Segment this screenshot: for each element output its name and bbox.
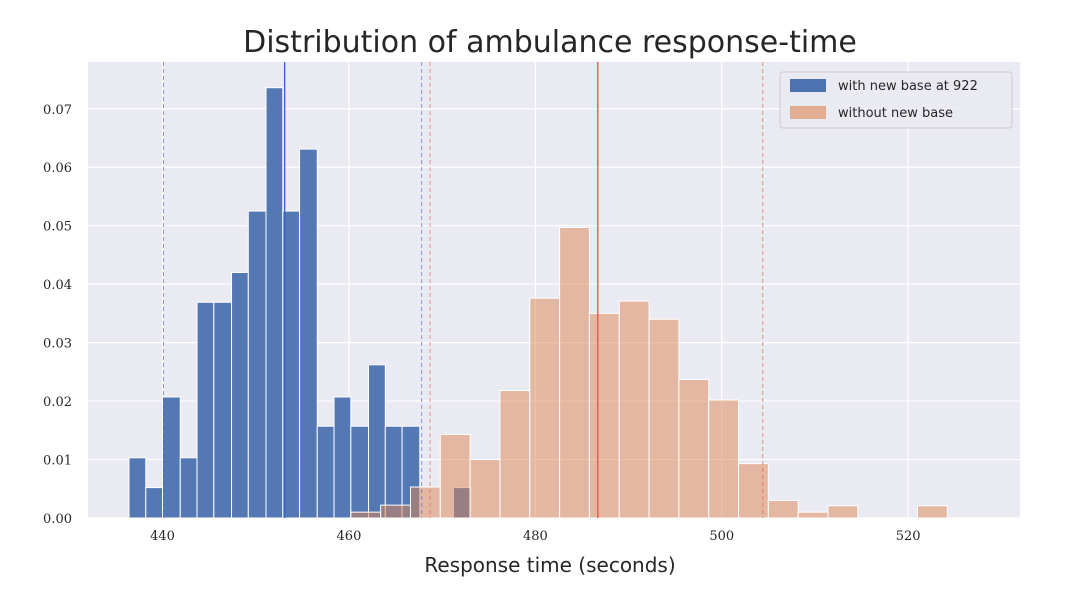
- histogram-bar: [618, 300, 650, 519]
- y-tick-label: 0.00: [43, 512, 72, 527]
- series-with-new-base: [128, 87, 472, 519]
- reference-lines: [162, 62, 764, 518]
- histogram-bar: [384, 425, 403, 519]
- legend-label-without-new-base: without new base: [838, 106, 953, 121]
- y-tick-label: 0.05: [43, 220, 72, 235]
- histogram-bar: [350, 511, 382, 519]
- x-axis-label: Response time (seconds): [424, 553, 675, 577]
- histogram-bar: [231, 271, 249, 519]
- y-tick-label: 0.06: [43, 161, 72, 176]
- histogram-bar: [179, 457, 198, 519]
- histogram-bar: [559, 226, 590, 519]
- histogram-bar: [213, 301, 233, 519]
- histogram-bar: [350, 425, 370, 519]
- histogram-bar: [708, 399, 740, 519]
- histogram-bar: [827, 505, 859, 519]
- histogram-bar: [368, 364, 386, 519]
- histogram-bar: [265, 87, 284, 519]
- histogram-bar: [380, 504, 411, 519]
- histogram-bar: [588, 312, 620, 519]
- histogram-bar: [499, 390, 531, 519]
- histogram-bar: [196, 301, 215, 519]
- histogram-bar: [247, 210, 267, 519]
- y-tick-labels: 0.00 0.01 0.02 0.03 0.04 0.05 0.06 0.07: [43, 103, 72, 527]
- legend-swatch-with-new-base: [790, 79, 826, 92]
- histogram-bar: [299, 148, 318, 519]
- histogram-bar: [648, 318, 680, 519]
- histogram-bars: [128, 87, 948, 519]
- chart-title: Distribution of ambulance response-time: [243, 25, 857, 60]
- histogram-bar: [529, 297, 561, 519]
- histogram-bar: [128, 457, 147, 519]
- legend-label-with-new-base: with new base at 922: [838, 79, 978, 94]
- series-without-new-base: [350, 226, 948, 519]
- y-tick-label: 0.04: [43, 278, 72, 293]
- histogram-bar: [316, 425, 335, 519]
- y-tick-label: 0.01: [43, 454, 72, 469]
- y-tick-label: 0.03: [43, 337, 72, 352]
- x-tick-label: 460: [337, 529, 362, 544]
- legend-box: [779, 71, 1013, 129]
- histogram-bar: [916, 505, 948, 519]
- histogram-bar: [145, 487, 164, 519]
- histogram-bar: [282, 210, 301, 519]
- x-tick-label: 480: [523, 529, 548, 544]
- histogram-bar: [469, 459, 501, 519]
- legend: with new base at 922 without new base: [779, 71, 1013, 129]
- x-tick-label: 500: [709, 529, 734, 544]
- histogram-bar: [333, 396, 352, 519]
- x-tick-label: 520: [896, 529, 921, 544]
- x-tick-labels: 440 460 480 500 520: [150, 529, 920, 544]
- histogram-bar: [738, 463, 769, 519]
- histogram-bar: [162, 396, 181, 519]
- histogram-bar: [797, 511, 829, 519]
- histogram-bar: [439, 433, 471, 519]
- histogram-bar: [409, 486, 441, 519]
- histogram-bar: [678, 378, 710, 519]
- histogram-bar: [767, 499, 799, 519]
- legend-swatch-without-new-base: [790, 106, 826, 119]
- y-tick-label: 0.02: [43, 395, 72, 410]
- y-tick-label: 0.07: [43, 103, 72, 118]
- x-tick-label: 440: [150, 529, 175, 544]
